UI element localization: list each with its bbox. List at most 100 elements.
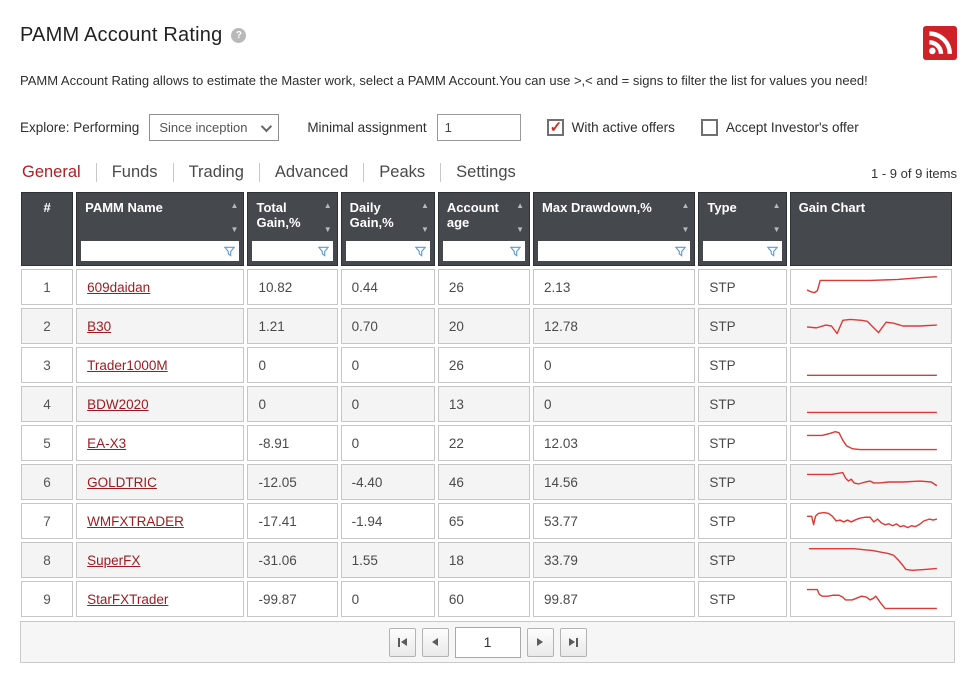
col-header-name[interactable]: PAMM Name ▲ ▼ [76,192,245,266]
first-page-icon [400,638,407,646]
tab-settings[interactable]: Settings [456,163,516,181]
tab-separator [95,163,97,182]
checkbox-icon[interactable] [700,119,718,136]
cell-max_drawdown: 0 [533,386,696,422]
tab-separator [258,163,260,182]
col-header-max_drawdown[interactable]: Max Drawdown,% ▲ ▼ [533,192,696,266]
cell-gain-chart [789,581,952,617]
cell-daily_gain: 0 [340,425,435,461]
cell-type: STP [698,503,787,539]
cell-type: STP [698,269,787,305]
cell-pamm-name: EA-X3 [76,425,245,461]
cell-account_age: 60 [437,581,531,617]
sort-desc-icon[interactable]: ▼ [772,225,781,234]
pamm-link[interactable]: 609daidan [87,279,151,295]
filter-input-type[interactable] [703,243,766,259]
sort-desc-icon[interactable]: ▼ [323,225,332,234]
filter-input-daily_gain[interactable] [345,243,414,259]
col-header-label: Account age [446,200,499,230]
col-header-label: Max Drawdown,% [542,200,652,215]
cell-pamm-name: SuperFX [76,542,245,578]
cell-daily_gain: 0 [340,581,435,617]
sort-desc-icon[interactable]: ▼ [516,225,525,234]
rss-icon[interactable] [923,26,957,60]
table-header-row: # PAMM Name ▲ ▼ Total Gain,% ▲ ▼ Daily Gain,% ▲ ▼… [21,192,952,266]
chevron-down-icon [261,120,273,132]
funnel-icon[interactable] [509,245,522,258]
sort-asc-icon[interactable]: ▲ [516,201,525,210]
sort-asc-icon[interactable]: ▲ [230,201,239,210]
cell-gain-chart [789,542,952,578]
tab-general[interactable]: General [22,163,81,181]
cell-gain-chart [789,386,952,422]
gain-sparkline [808,548,937,572]
cell-max_drawdown: 12.78 [533,308,696,344]
period-select-value: Since inception [159,120,248,135]
cell-pamm-name: Trader1000M [76,347,245,383]
cell-account_age: 18 [437,542,531,578]
col-header-gain_chart: Gain Chart [789,192,952,266]
col-header-total_gain[interactable]: Total Gain,% ▲ ▼ [247,192,338,266]
checkbox-with-active-offers[interactable]: With active offers [546,118,675,136]
sort-asc-icon[interactable]: ▲ [681,201,690,210]
col-header-type[interactable]: Type ▲ ▼ [698,192,787,266]
gain-sparkline [806,431,937,451]
tab-peaks[interactable]: Peaks [379,163,426,181]
checkbox-icon[interactable] [546,118,564,136]
funnel-icon[interactable] [223,245,236,258]
help-icon[interactable]: ? [231,28,247,43]
prev-page-button[interactable] [421,627,449,657]
filter-input-account_age[interactable] [442,243,510,259]
funnel-icon[interactable] [317,245,330,258]
cell-daily_gain: 0 [340,347,435,383]
sort-asc-icon[interactable]: ▲ [772,201,781,210]
sort-desc-icon[interactable]: ▼ [681,225,690,234]
pamm-link[interactable]: SuperFX [87,552,141,568]
funnel-icon[interactable] [674,245,687,258]
sort-asc-icon[interactable]: ▲ [323,201,332,210]
filter-input-total_gain[interactable] [252,243,317,259]
cell-type: STP [698,542,787,578]
explore-label: Explore: Performing [20,120,140,135]
pamm-link[interactable]: B30 [87,318,112,334]
minimal-assignment-input[interactable] [436,114,521,141]
cell-type: STP [698,386,787,422]
cell-daily_gain: 0.70 [340,308,435,344]
pamm-link[interactable]: GOLDTRIC [87,474,157,490]
sort-desc-icon[interactable]: ▼ [420,225,429,234]
tab-funds[interactable]: Funds [111,163,158,181]
cell-total_gain: -31.06 [247,542,338,578]
col-header-label: PAMM Name [85,200,163,215]
next-page-button[interactable] [526,627,554,657]
checkbox-accept-investors-offer[interactable]: Accept Investor's offer [700,119,859,136]
period-select[interactable]: Since inception [149,114,280,141]
funnel-icon[interactable] [766,245,779,258]
cell-max_drawdown: 99.87 [533,581,696,617]
sort-asc-icon[interactable]: ▲ [420,201,429,210]
table-row: 8 SuperFX -31.06 1.55 18 33.79 STP [21,542,952,578]
pamm-link[interactable]: EA-X3 [87,435,127,451]
cell-total_gain: 10.82 [247,269,338,305]
cell-type: STP [698,581,787,617]
cell-pamm-name: B30 [76,308,245,344]
cell-rank: 9 [21,581,74,617]
cell-daily_gain: 0 [340,386,435,422]
tab-trading[interactable]: Trading [188,163,244,181]
cell-total_gain: 0 [247,386,338,422]
funnel-icon[interactable] [414,245,427,258]
pamm-link[interactable]: Trader1000M [87,357,168,373]
tab-advanced[interactable]: Advanced [274,163,349,181]
sort-desc-icon[interactable]: ▼ [230,225,239,234]
filter-input-name[interactable] [81,243,224,259]
filter-input-max_drawdown[interactable] [538,243,675,259]
column-filter-box [538,241,691,261]
col-header-daily_gain[interactable]: Daily Gain,% ▲ ▼ [340,192,435,266]
col-header-account_age[interactable]: Account age ▲ ▼ [437,192,531,266]
pamm-link[interactable]: BDW2020 [87,396,149,412]
first-page-button[interactable] [388,627,416,657]
pamm-link[interactable]: StarFXTrader [87,591,169,607]
last-page-button[interactable] [559,627,587,657]
page-input[interactable] [454,626,521,658]
pamm-link[interactable]: WMFXTRADER [87,513,184,529]
